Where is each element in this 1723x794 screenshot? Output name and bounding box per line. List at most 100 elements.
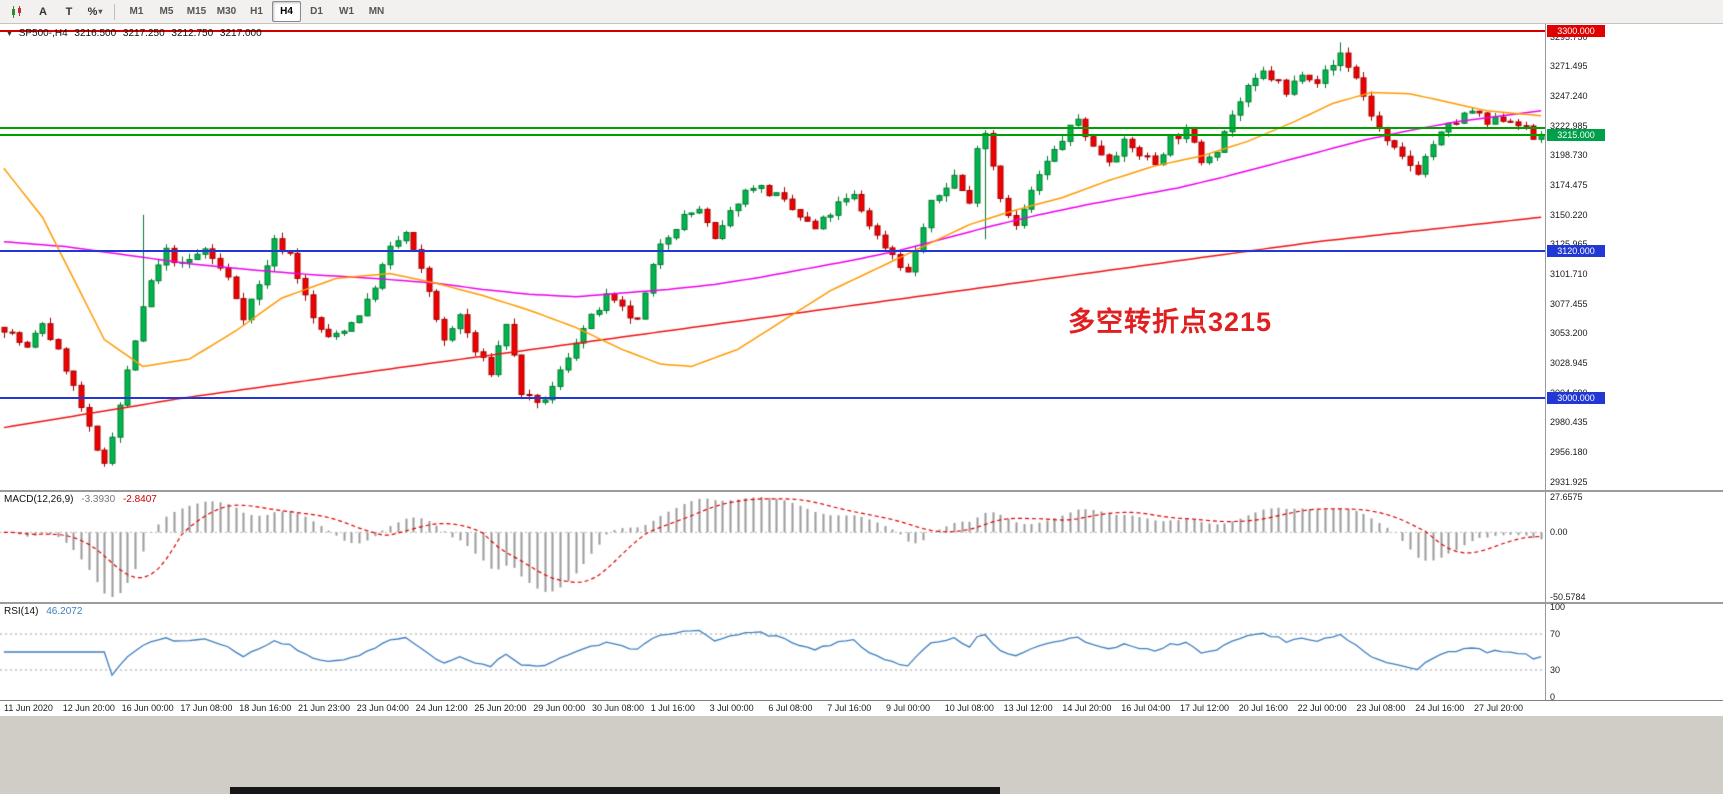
ohlc-high: 3217.250 xyxy=(122,28,165,39)
chart-style-button[interactable] xyxy=(5,1,29,23)
text-tool-button[interactable]: T xyxy=(65,5,73,18)
rsi-tick: 100 xyxy=(1550,602,1566,612)
time-tick: 16 Jul 04:00 xyxy=(1121,703,1171,713)
hline-3221[interactable] xyxy=(0,126,1545,129)
timeframe-button-m30[interactable]: M30 xyxy=(216,6,237,17)
hline-3000[interactable] xyxy=(0,397,1545,400)
macd-panel: 27.6575 0.00 -50.5784 MACD(12,26,9) -3.393… xyxy=(0,492,1723,602)
candlestick-chart-icon xyxy=(12,5,21,18)
rsi-name: RSI(14) xyxy=(4,606,39,617)
price-tick: 3174.475 xyxy=(1550,179,1588,190)
time-tick: 23 Jun 04:00 xyxy=(356,703,409,713)
panel-splitter[interactable] xyxy=(0,602,1723,604)
time-tick: 7 Jul 16:00 xyxy=(827,703,872,713)
macd-tick: 0.00 xyxy=(1550,527,1568,538)
caret-down-icon: ▾ xyxy=(98,7,103,16)
time-axis[interactable]: 11 Jun 2020 12 Jun 20:00 16 Jun 00:00 17 Ju… xyxy=(0,700,1723,716)
time-tick: 11 Jun 2020 xyxy=(4,703,53,713)
time-tick: 29 Jun 00:00 xyxy=(533,703,586,713)
time-tick: 30 Jun 08:00 xyxy=(592,703,645,713)
timeframe-button-mn[interactable]: MN xyxy=(368,6,385,17)
time-tick: 3 Jul 00:00 xyxy=(709,703,754,713)
price-badge-3300.000: 3300.000 xyxy=(1547,25,1605,38)
time-tick: 9 Jul 00:00 xyxy=(886,703,931,713)
rsi-tick: 70 xyxy=(1550,629,1561,639)
rsi-tick: 0 xyxy=(1550,692,1556,702)
time-tick: 24 Jul 16:00 xyxy=(1415,703,1465,713)
timeframe-button-h4[interactable]: H4 xyxy=(272,1,301,22)
percent-tool-button[interactable]: % ▾ xyxy=(83,1,107,23)
rsi-panel: 100 70 30 0 RSI(14) 46.2072 xyxy=(0,602,1723,702)
time-tick: 23 Jul 08:00 xyxy=(1356,703,1406,713)
symbol-name: SP500-,H4 xyxy=(18,28,68,39)
timeframe-button-m1[interactable]: M1 xyxy=(129,6,144,17)
time-tick: 6 Jul 08:00 xyxy=(768,703,813,713)
macd-value-signal: -2.8407 xyxy=(122,494,157,505)
time-tick: 24 Jun 12:00 xyxy=(415,703,468,713)
price-tick: 3198.730 xyxy=(1550,150,1588,161)
letter-a-tool-button[interactable]: A xyxy=(39,5,47,18)
time-tick: 1 Jul 16:00 xyxy=(650,703,695,713)
time-tick: 18 Jun 16:00 xyxy=(239,703,292,713)
axis-divider xyxy=(1545,24,1546,716)
price-tick: 3125.965 xyxy=(1550,239,1588,250)
time-tick: 21 Jun 23:00 xyxy=(298,703,351,713)
hline-3120[interactable] xyxy=(0,250,1545,253)
ohlc-low: 3212.750 xyxy=(171,28,214,39)
rsi-tick: 30 xyxy=(1550,665,1561,675)
price-tick: 3077.455 xyxy=(1550,298,1588,309)
price-tick: 3247.240 xyxy=(1550,90,1588,101)
macd-name: MACD(12,26,9) xyxy=(4,494,74,505)
price-tick: 3150.220 xyxy=(1550,209,1588,220)
ohlc-open: 3216.500 xyxy=(74,28,117,39)
price-tick: 3101.710 xyxy=(1550,268,1588,279)
ohlc-close: 3217.000 xyxy=(219,28,262,39)
time-tick: 12 Jun 20:00 xyxy=(62,703,115,713)
chart-title: ▼ SP500-,H4 3216.500 3217.250 3212.750 3… xyxy=(6,28,266,39)
time-tick: 22 Jul 00:00 xyxy=(1297,703,1347,713)
rsi-value: 46.2072 xyxy=(46,606,83,617)
time-tick: 13 Jul 12:00 xyxy=(1003,703,1053,713)
timeframe-button-w1[interactable]: W1 xyxy=(339,6,354,17)
price-badge-3000.000: 3000.000 xyxy=(1547,392,1605,405)
rsi-label: RSI(14) 46.2072 xyxy=(4,606,87,617)
footer-area xyxy=(0,716,1723,794)
price-tick: 3222.985 xyxy=(1550,120,1588,131)
macd-tick: 27.6575 xyxy=(1550,492,1583,502)
macd-label: MACD(12,26,9) -3.3930 -2.8407 xyxy=(4,494,162,505)
price-tick: 3053.200 xyxy=(1550,328,1588,339)
timeframe-button-h1[interactable]: H1 xyxy=(250,6,263,17)
price-badge-3120.000: 3120.000 xyxy=(1547,245,1605,258)
panel-splitter[interactable] xyxy=(0,490,1723,492)
hline-3215[interactable] xyxy=(0,134,1545,137)
macd-plot[interactable] xyxy=(0,492,1545,602)
timeframe-button-d1[interactable]: D1 xyxy=(310,6,323,17)
macd-value-main: -3.3930 xyxy=(81,494,116,505)
time-tick: 25 Jun 20:00 xyxy=(474,703,527,713)
collapse-icon: ▼ xyxy=(6,31,13,38)
rsi-plot[interactable] xyxy=(0,604,1545,700)
chart-annotation-text[interactable]: 多空转折点3215 xyxy=(1068,307,1273,337)
percent-label: % xyxy=(87,5,98,18)
price-tick: 3271.495 xyxy=(1550,61,1588,72)
time-tick: 16 Jun 00:00 xyxy=(121,703,174,713)
time-tick: 27 Jul 20:00 xyxy=(1474,703,1524,713)
price-tick: 2931.925 xyxy=(1550,476,1588,487)
time-tick: 17 Jun 08:00 xyxy=(180,703,233,713)
timeframe-button-m5[interactable]: M5 xyxy=(159,6,174,17)
time-tick: 20 Jul 16:00 xyxy=(1238,703,1288,713)
timeframe-bar: M1 M5 M15 M30 H1 H4 D1 W1 MN xyxy=(122,1,391,22)
price-tick: 3028.945 xyxy=(1550,357,1588,368)
time-tick: 14 Jul 20:00 xyxy=(1062,703,1112,713)
macd-tick: -50.5784 xyxy=(1550,592,1586,602)
toolbar-separator xyxy=(114,3,115,20)
timeframe-button-m15[interactable]: M15 xyxy=(186,6,207,17)
taskbar-strip[interactable] xyxy=(230,787,1000,794)
toolbar: A T % ▾ M1 M5 M15 M30 H1 H4 D1 W1 MN xyxy=(0,0,1723,24)
candlestick-plot[interactable] xyxy=(0,24,1545,490)
price-tick: 2980.435 xyxy=(1550,417,1588,428)
time-tick: 17 Jul 12:00 xyxy=(1180,703,1230,713)
hline-3300[interactable] xyxy=(0,30,1545,33)
